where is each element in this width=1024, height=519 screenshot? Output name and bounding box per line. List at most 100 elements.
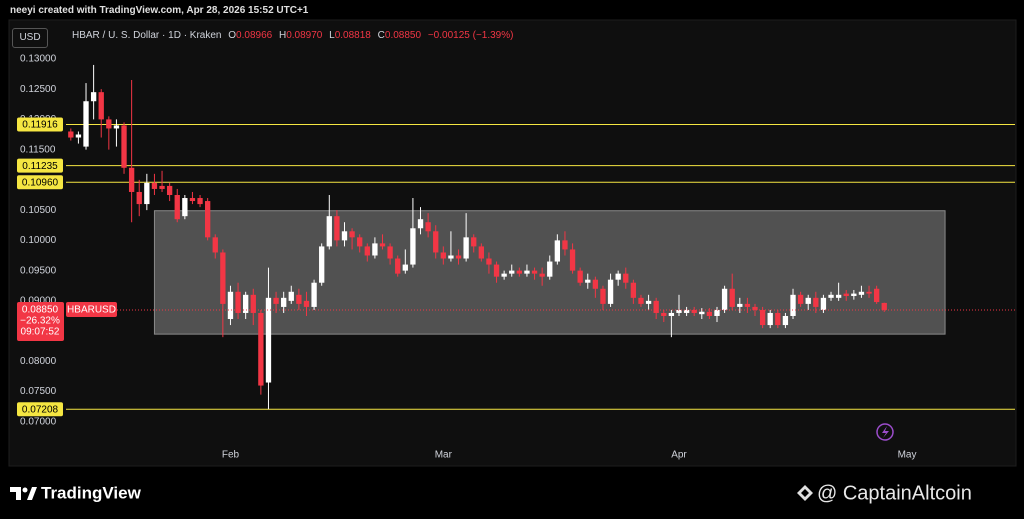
candle-body [790, 294, 796, 316]
logo-v [27, 487, 37, 500]
candle-body [463, 237, 469, 259]
candle-body [835, 294, 842, 298]
candle-body [828, 294, 834, 298]
candle-body [683, 309, 690, 313]
candle-body [98, 92, 104, 120]
candle-body [189, 198, 196, 202]
candle-body [106, 119, 112, 129]
legend-key: O [228, 30, 237, 41]
candle-body [501, 273, 507, 277]
candle-body [387, 246, 393, 259]
candle-body [341, 231, 348, 241]
candle-body [569, 249, 576, 271]
y-tick-label: 0.07000 [20, 416, 57, 427]
candle-body [296, 294, 302, 304]
overlay: 0.11916 0.11235 0.10960 0.07208 0.08850−26.3… [17, 117, 117, 417]
candle-body [509, 270, 515, 274]
candle-body [805, 297, 811, 304]
candle-body [478, 246, 484, 259]
candle-body [706, 311, 713, 316]
candle-body [630, 282, 637, 298]
candle-body [866, 291, 872, 294]
candle-body [516, 270, 523, 274]
candle-body [311, 282, 317, 307]
candle-body [531, 270, 538, 274]
y-tick-label: 0.07500 [20, 386, 57, 397]
legend-change-pct: (−1.39%) [472, 30, 514, 41]
candle-body [372, 243, 378, 256]
candle-body [212, 237, 218, 253]
candle-body [410, 228, 416, 265]
level-label-box [17, 402, 63, 417]
candle-body [607, 279, 614, 304]
candle-body [90, 92, 97, 102]
legend-key: L [329, 30, 335, 41]
level-label: 0.07208 [22, 404, 59, 415]
candle-body [281, 297, 287, 307]
y-tick-label: 0.12500 [20, 84, 57, 95]
alert-icon[interactable] [876, 423, 894, 441]
candle-body [379, 243, 386, 247]
candle-body [349, 231, 355, 238]
candle-body [334, 216, 340, 241]
level-label-box [17, 158, 63, 173]
countdown: 09:07:52 [21, 327, 60, 338]
candle-body [68, 131, 74, 138]
currency-button[interactable]: USD [12, 28, 48, 48]
candle-body [75, 134, 82, 138]
last-change: −26.32% [20, 316, 60, 327]
ohlc-legend: HBAR / U. S. Dollar · 1D · Kraken O0.089… [72, 30, 513, 41]
candle-body [220, 252, 226, 304]
candle-body [425, 222, 431, 232]
candle-body [623, 273, 629, 283]
candle-body [737, 303, 743, 307]
last-price-box [17, 301, 64, 341]
last-price: 0.08850 [22, 305, 59, 316]
y-tick-label: 0.09000 [20, 296, 57, 307]
candle-body [668, 312, 675, 316]
y-tick-label: 0.13000 [20, 54, 57, 65]
candle-body [547, 261, 553, 277]
legend-open: 0.08966 [236, 30, 273, 41]
candle-body [744, 303, 751, 307]
candle-body [554, 240, 561, 262]
watermark-text: @ CaptainAltcoin [817, 482, 972, 504]
candle-body [227, 291, 234, 320]
header: neeyi created with TradingView.com, Apr … [10, 5, 309, 16]
level-label-box [17, 117, 63, 132]
legend-key: H [278, 30, 287, 41]
candle-body [417, 219, 424, 229]
legend-key: C [377, 30, 385, 41]
candle-body [166, 185, 173, 195]
candle-body [174, 195, 180, 220]
candle-body [539, 273, 545, 277]
legend-change: −0.00125 [427, 30, 470, 41]
candle-body [83, 101, 89, 147]
logo-t [10, 487, 21, 500]
candle-body [197, 198, 203, 205]
symbol-tag: HBARUSD [67, 305, 116, 316]
x-tick-label: May [898, 450, 917, 461]
candle-body [448, 255, 454, 259]
y-tick-label: 0.10000 [20, 235, 57, 246]
level-label: 0.11916 [22, 120, 58, 131]
candle-body [600, 288, 606, 304]
symbol-tag-box [66, 301, 117, 317]
candle-body [759, 309, 766, 326]
candle-body [851, 293, 857, 297]
level-label: 0.10960 [22, 177, 59, 188]
candle-body [121, 125, 127, 168]
candle-body [577, 270, 583, 283]
alert-icon-bolt [882, 426, 889, 438]
legend-close: 0.08850 [384, 30, 422, 41]
symbol-title: HBAR / U. S. Dollar · 1D · Kraken [72, 30, 222, 41]
candle-body [676, 309, 682, 313]
candle-body [592, 279, 599, 289]
candle-body [615, 273, 621, 280]
level-label-box [17, 175, 63, 190]
x-tick-label: Feb [222, 450, 240, 461]
candle-body [364, 246, 370, 256]
candle-body [250, 294, 256, 313]
candle-body [243, 294, 249, 313]
brand-name: TradingView [41, 483, 142, 502]
